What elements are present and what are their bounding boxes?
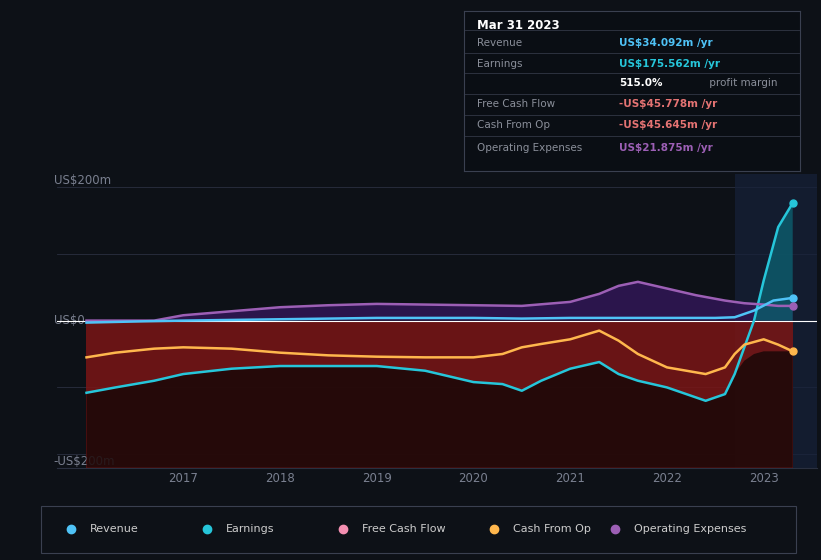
Text: US$0: US$0 (53, 314, 85, 327)
Text: profit margin: profit margin (706, 78, 777, 88)
Text: Earnings: Earnings (477, 59, 523, 69)
Text: US$21.875m /yr: US$21.875m /yr (619, 143, 713, 153)
Text: Revenue: Revenue (90, 524, 139, 534)
Bar (735, 174, 817, 468)
Text: Earnings: Earnings (226, 524, 274, 534)
Text: Free Cash Flow: Free Cash Flow (477, 99, 556, 109)
Text: 515.0%: 515.0% (619, 78, 663, 88)
Text: Mar 31 2023: Mar 31 2023 (477, 19, 560, 32)
Text: US$175.562m /yr: US$175.562m /yr (619, 59, 720, 69)
Text: Revenue: Revenue (477, 38, 522, 48)
Text: Cash From Op: Cash From Op (477, 119, 550, 129)
Text: Operating Expenses: Operating Expenses (477, 143, 583, 153)
Text: -US$45.645m /yr: -US$45.645m /yr (619, 119, 717, 129)
Text: -US$45.778m /yr: -US$45.778m /yr (619, 99, 717, 109)
Text: -US$200m: -US$200m (53, 455, 115, 468)
Text: Operating Expenses: Operating Expenses (634, 524, 746, 534)
Text: US$200m: US$200m (53, 174, 111, 186)
Text: US$34.092m /yr: US$34.092m /yr (619, 38, 713, 48)
Text: Free Cash Flow: Free Cash Flow (362, 524, 446, 534)
Text: Cash From Op: Cash From Op (513, 524, 591, 534)
